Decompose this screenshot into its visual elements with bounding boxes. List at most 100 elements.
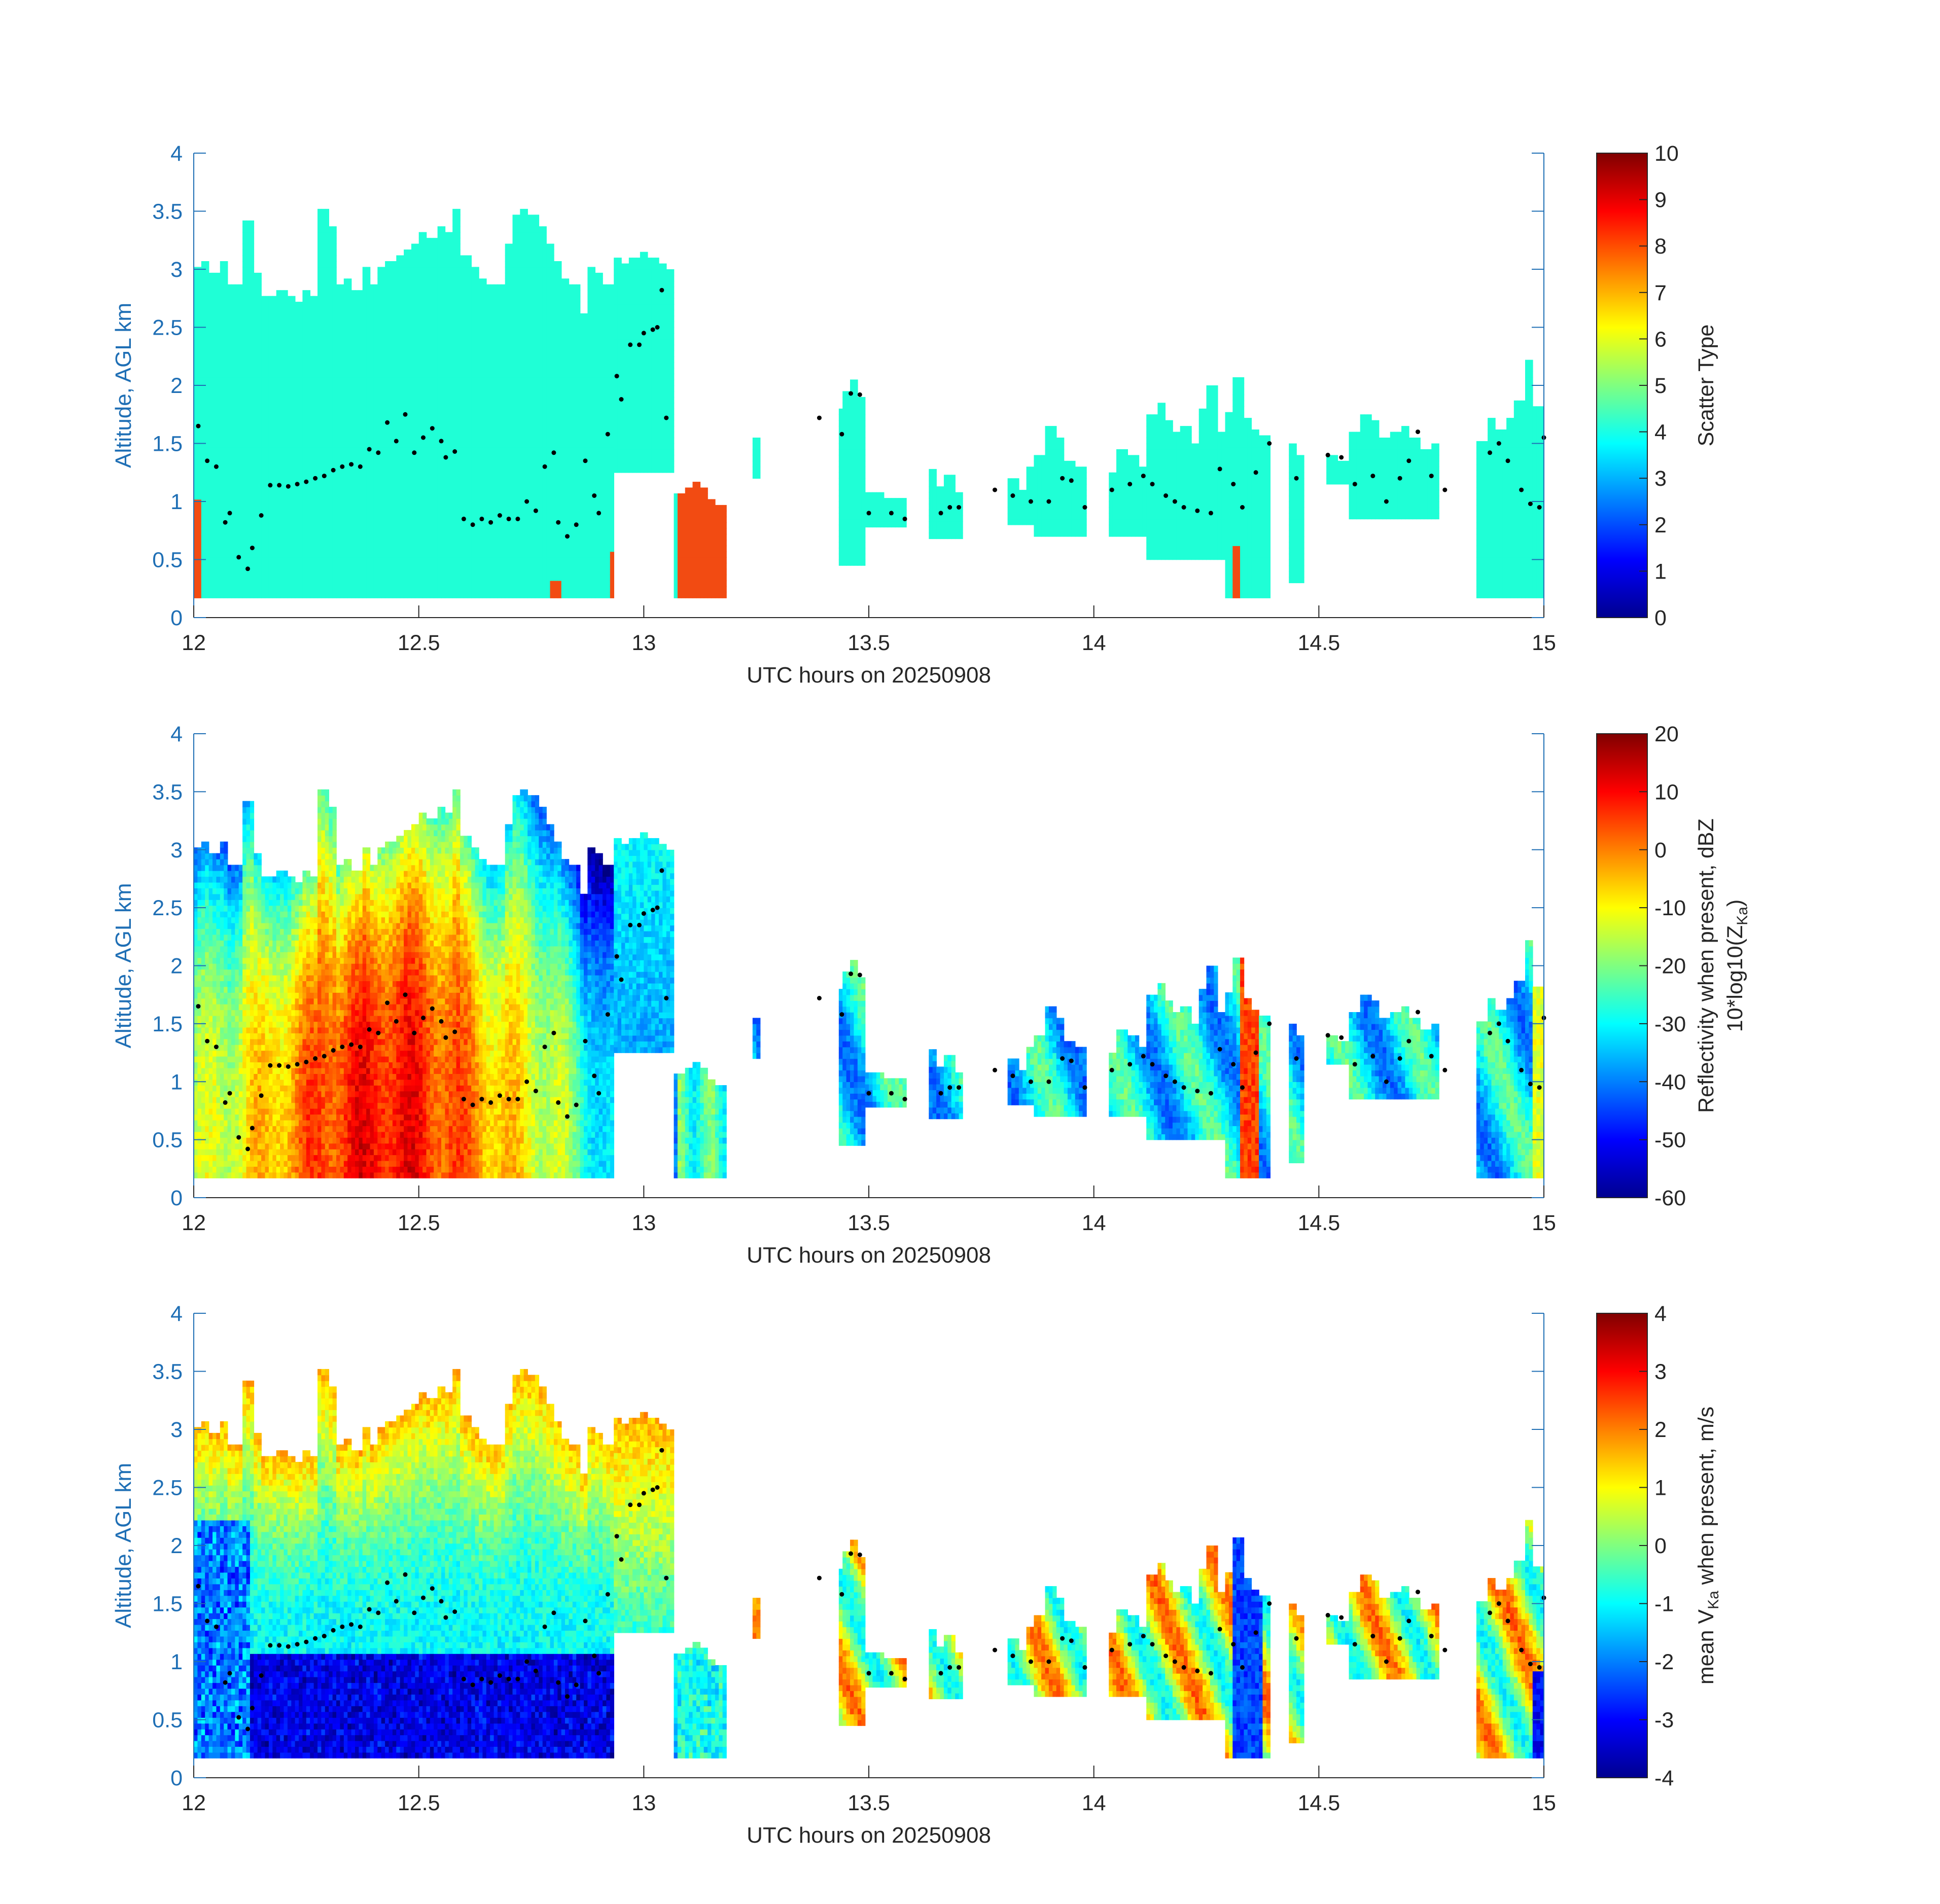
heatmap-cell bbox=[299, 522, 303, 528]
heatmap-cell bbox=[381, 557, 385, 563]
heatmap-cell bbox=[299, 499, 303, 505]
heatmap-cell bbox=[419, 308, 423, 314]
heatmap-cell bbox=[310, 511, 314, 517]
heatmap-cell bbox=[231, 482, 235, 488]
heatmap-cell bbox=[475, 267, 479, 273]
heatmap-cell bbox=[445, 290, 449, 296]
heatmap-cell bbox=[228, 424, 232, 430]
heatmap-cell bbox=[246, 499, 251, 505]
heatmap-cell bbox=[347, 546, 351, 552]
heatmap-cell bbox=[396, 482, 400, 488]
heatmap-cell bbox=[329, 522, 333, 528]
heatmap-cell bbox=[430, 581, 434, 587]
heatmap-cell bbox=[254, 319, 258, 326]
heatmap-cell bbox=[434, 342, 438, 348]
heatmap-cell bbox=[374, 464, 378, 471]
heatmap-cell bbox=[306, 424, 310, 430]
heatmap-cell bbox=[452, 429, 456, 436]
heatmap-cell bbox=[422, 278, 427, 284]
heatmap-cell bbox=[272, 342, 276, 348]
heatmap-cell bbox=[224, 366, 228, 372]
heatmap-cell bbox=[325, 499, 329, 505]
heatmap-cell bbox=[393, 284, 397, 291]
heatmap-cell bbox=[415, 249, 419, 256]
heatmap-cell bbox=[321, 256, 325, 262]
heatmap-cell bbox=[284, 342, 288, 348]
heatmap-cell bbox=[314, 313, 318, 319]
heatmap-cell bbox=[351, 360, 356, 366]
heatmap-cell bbox=[430, 249, 434, 256]
heatmap-cell bbox=[456, 488, 461, 494]
heatmap-cell bbox=[194, 284, 198, 291]
heatmap-cell bbox=[276, 389, 280, 395]
heatmap-cell bbox=[468, 325, 472, 331]
heatmap-cell bbox=[261, 546, 265, 552]
heatmap-cell bbox=[359, 488, 363, 494]
heatmap-cell bbox=[389, 261, 393, 267]
heatmap-cell bbox=[269, 302, 273, 308]
heatmap-cell bbox=[242, 493, 246, 499]
heatmap-cell bbox=[370, 534, 374, 540]
heatmap-cell bbox=[471, 308, 475, 314]
heatmap-cell bbox=[482, 493, 486, 499]
heatmap-cell bbox=[235, 342, 239, 348]
heatmap-cell bbox=[344, 337, 348, 343]
heatmap-cell bbox=[329, 493, 333, 499]
heatmap-cell bbox=[404, 546, 408, 552]
heatmap-cell bbox=[333, 267, 337, 273]
heatmap-cell bbox=[347, 394, 351, 401]
heatmap-cell bbox=[329, 226, 333, 232]
heatmap-cell bbox=[430, 447, 434, 453]
heatmap-cell bbox=[381, 308, 385, 314]
heatmap-cell bbox=[288, 354, 292, 360]
heatmap-cell bbox=[381, 424, 385, 430]
heatmap-cell bbox=[460, 563, 464, 569]
heatmap-cell bbox=[197, 302, 201, 308]
heatmap-cell bbox=[363, 470, 367, 476]
heatmap-cell bbox=[306, 511, 310, 517]
heatmap-cell bbox=[359, 453, 363, 459]
heatmap-cell bbox=[434, 569, 438, 575]
heatmap-cell bbox=[408, 302, 412, 308]
heatmap-cell bbox=[479, 534, 483, 540]
heatmap-cell bbox=[205, 464, 209, 471]
heatmap-cell bbox=[265, 418, 269, 424]
heatmap-cell bbox=[411, 534, 415, 540]
heatmap-cell bbox=[314, 424, 318, 430]
heatmap-cell bbox=[422, 476, 427, 482]
heatmap-cell bbox=[393, 499, 397, 505]
heatmap-cell bbox=[318, 238, 322, 244]
heatmap-cell bbox=[231, 581, 235, 587]
heatmap-cell bbox=[464, 540, 468, 546]
heatmap-cell bbox=[434, 238, 438, 244]
heatmap-cell bbox=[366, 540, 370, 546]
heatmap-cell bbox=[280, 325, 284, 331]
heatmap-cell bbox=[224, 313, 228, 319]
heatmap-cell bbox=[419, 249, 423, 256]
heatmap-cell bbox=[430, 458, 434, 464]
heatmap-cell bbox=[299, 517, 303, 523]
heatmap-cell bbox=[333, 348, 337, 354]
heatmap-cell bbox=[205, 557, 209, 563]
heatmap-cell bbox=[445, 244, 449, 250]
heatmap-cell bbox=[321, 319, 325, 326]
heatmap-cell bbox=[363, 360, 367, 366]
heatmap-cell bbox=[400, 453, 404, 459]
heatmap-cell bbox=[321, 574, 325, 581]
heatmap-cell bbox=[209, 557, 213, 563]
heatmap-cell bbox=[460, 522, 464, 528]
heatmap-cell bbox=[347, 377, 351, 383]
heatmap-cell bbox=[258, 592, 262, 598]
heatmap-cell bbox=[408, 453, 412, 459]
heatmap-cell bbox=[438, 360, 442, 366]
heatmap-cell bbox=[310, 366, 314, 372]
heatmap-cell bbox=[385, 302, 389, 308]
heatmap-cell bbox=[377, 278, 381, 284]
heatmap-cell bbox=[344, 557, 348, 563]
heatmap-cell bbox=[242, 226, 246, 232]
heatmap-cell bbox=[344, 418, 348, 424]
heatmap-cell bbox=[254, 453, 258, 459]
heatmap-cell bbox=[246, 319, 251, 326]
heatmap-cell bbox=[235, 458, 239, 464]
heatmap-cell bbox=[213, 342, 217, 348]
